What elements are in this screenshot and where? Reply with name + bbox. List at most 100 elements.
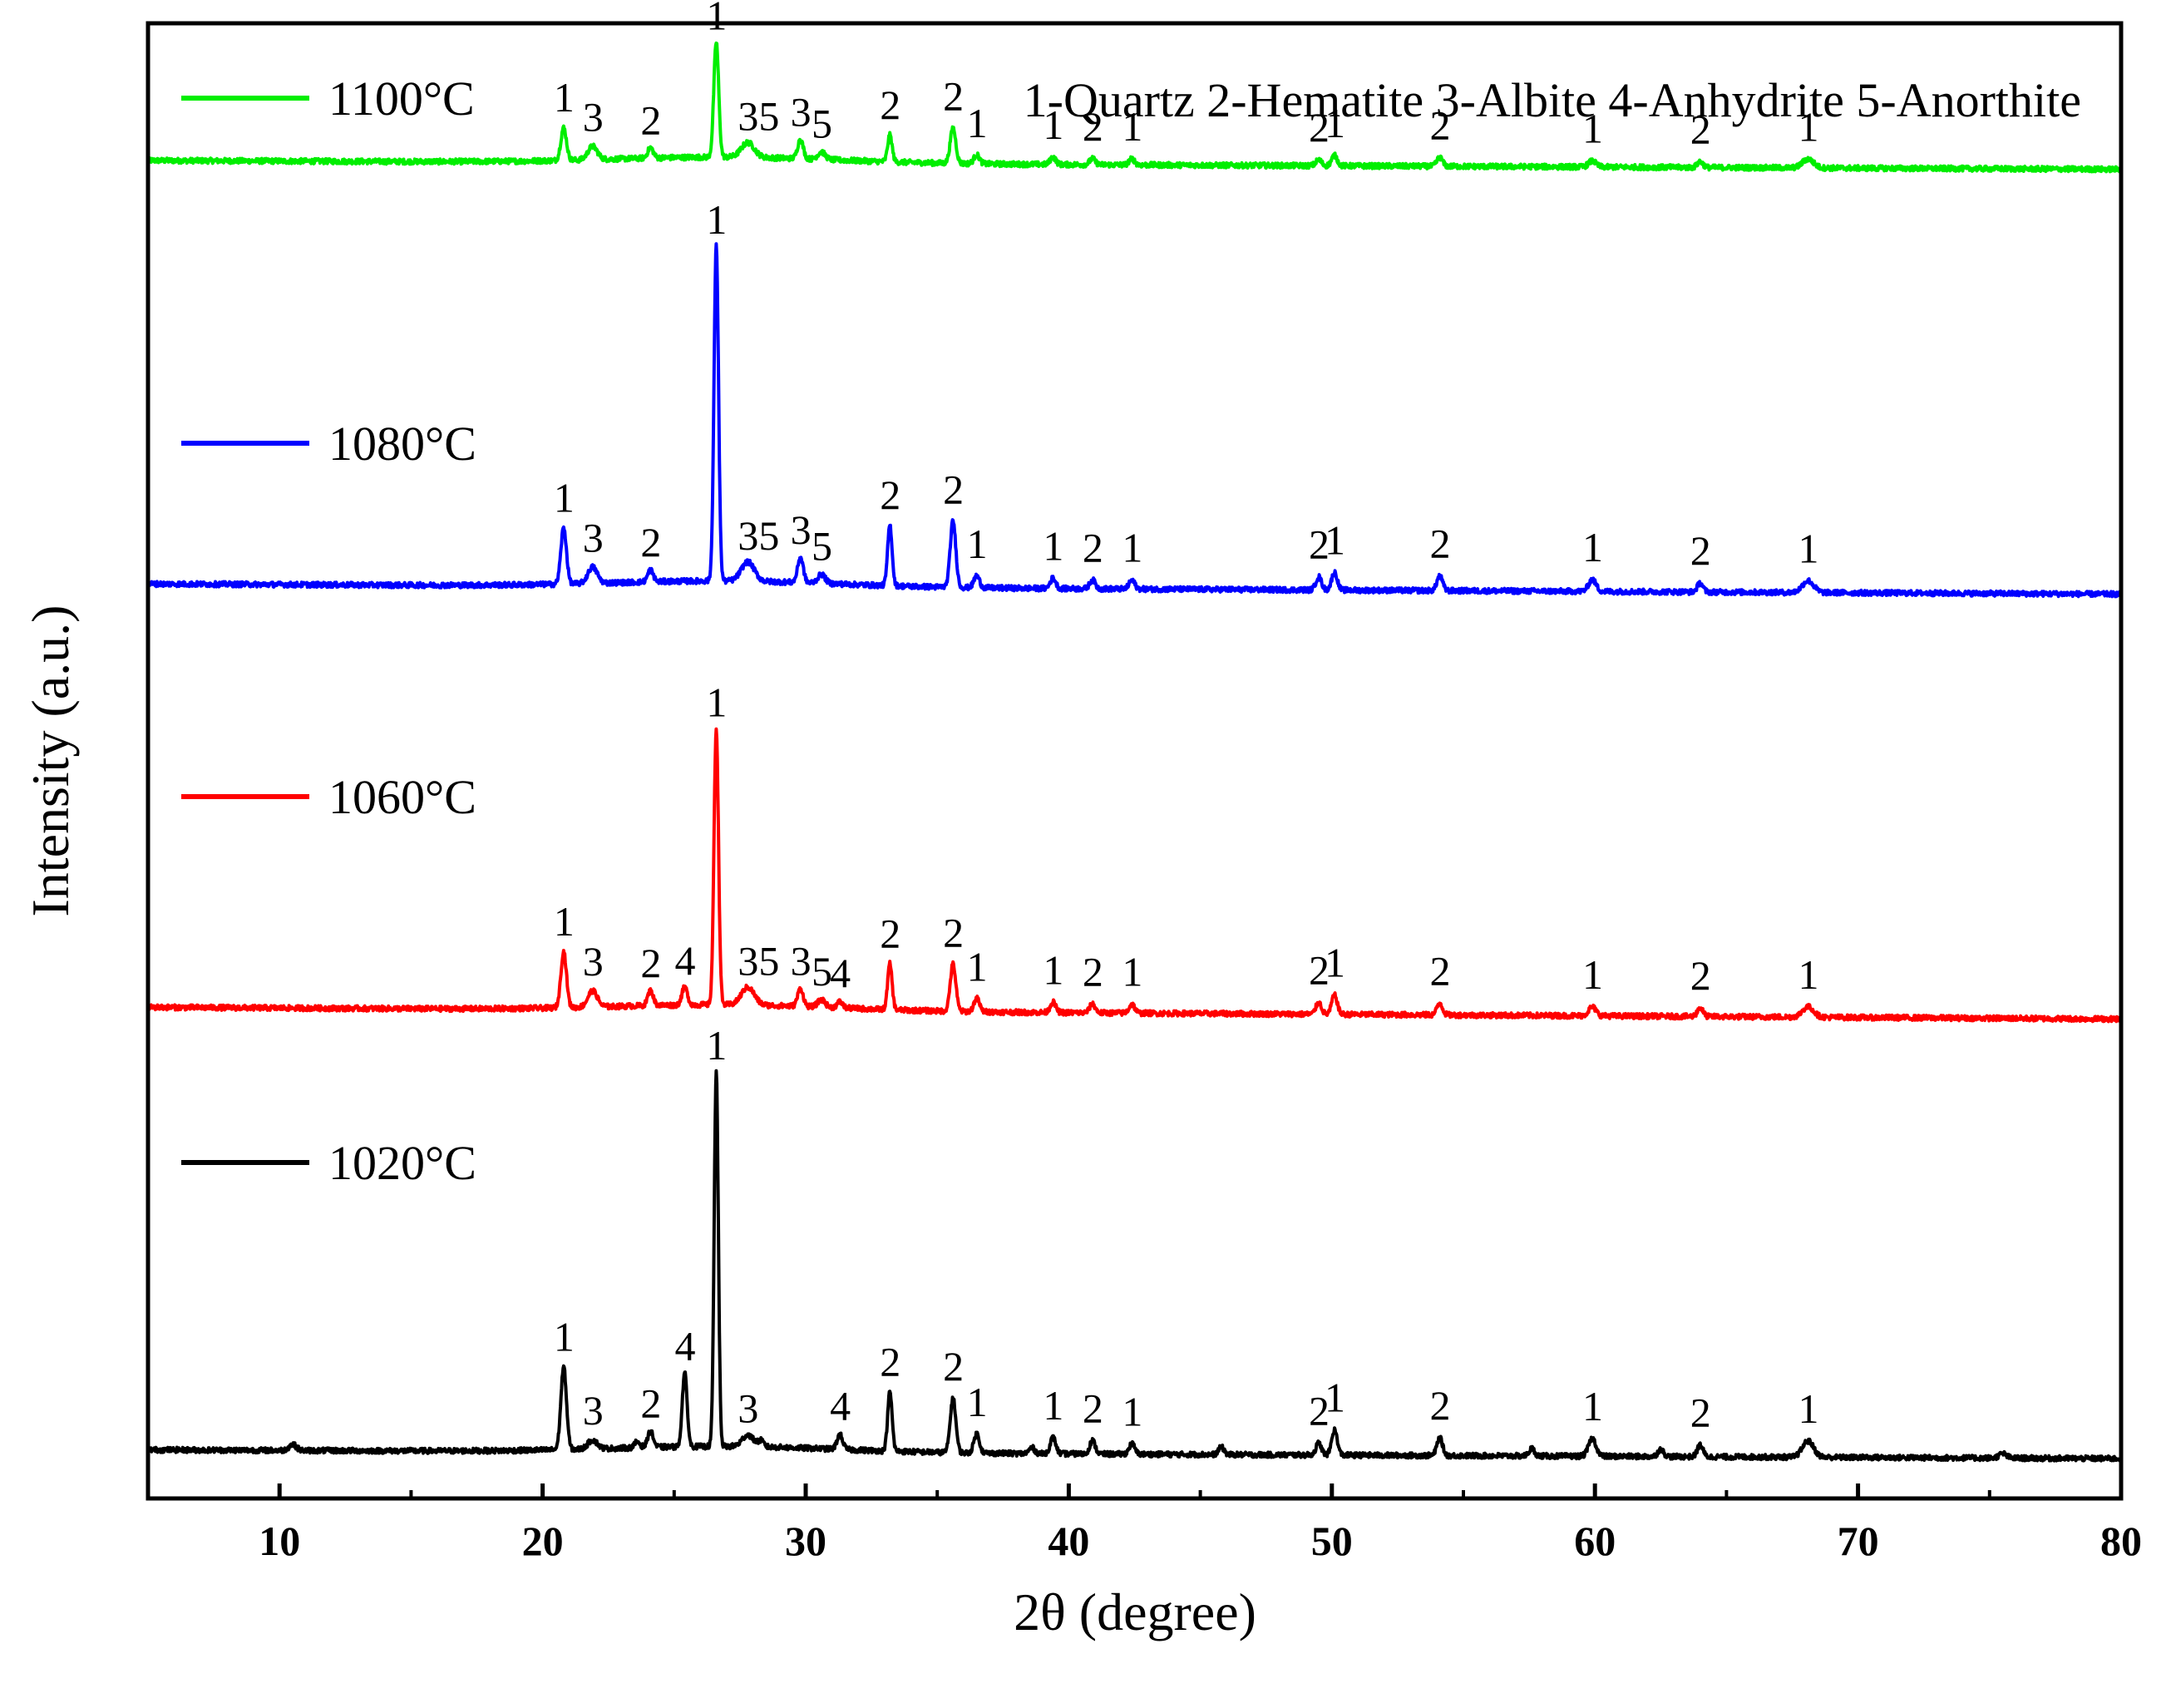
peak-label-1020-12: 1 [967, 1379, 988, 1425]
y-axis-title: Intensity (a.u.) [21, 605, 80, 917]
peak-label-1100-11: 2 [1083, 103, 1103, 150]
peak-label-1020-20: 2 [1430, 1382, 1451, 1429]
peak-label-1020-22: 1 [1582, 1383, 1603, 1429]
peak-label-1100-8: 2 [943, 73, 964, 120]
peak-label-1060-13: 2 [1083, 948, 1103, 995]
peak-label-1080-14: 1 [1325, 516, 1345, 563]
series-line-1080 [146, 242, 2123, 599]
x-tick-label-70: 70 [1838, 1518, 1879, 1564]
peak-label-1080-15: 2 [1430, 521, 1451, 567]
peak-label-1100-0: 1 [554, 74, 575, 121]
legend-label-1060: 1060°C [328, 770, 476, 824]
x-axis: 10 20 30 40 50 60 70 80 [146, 1483, 2142, 1564]
phase-key-note: 1-Quartz 2-Hematite 3-Albite 4-Anhydrite… [1024, 73, 2081, 127]
peak-label-1080-7: 2 [880, 471, 900, 518]
peak-label-1100-17: 2 [1690, 106, 1711, 152]
peak-label-1020-2: 3 [583, 1387, 604, 1434]
peak-label-1060-18: 1 [1582, 951, 1603, 998]
x-tick-label-50: 50 [1311, 1518, 1353, 1564]
legend-label-1020: 1020°C [328, 1136, 476, 1190]
peak-label-1100-3: 1 [706, 0, 727, 39]
peak-label-1080-1: 3 [583, 514, 604, 560]
peak-label-1100-6: 5 [812, 101, 832, 147]
x-tick-label-40: 40 [1048, 1518, 1089, 1564]
series-line-1060 [146, 727, 2123, 1024]
peak-label-1020-6: 1 [706, 1022, 727, 1069]
peak-label-1080-4: 35 [738, 512, 779, 559]
peak-label-1020-15: 2 [1083, 1385, 1103, 1432]
peak-label-1020-19: 1 [1325, 1375, 1345, 1421]
peak-label-1060-12: 1 [1043, 946, 1063, 993]
peak-label-1080-2: 2 [640, 519, 661, 565]
series-line-1020 [146, 1069, 2123, 1463]
peak-label-1060-19: 2 [1690, 952, 1711, 999]
peak-label-1100-16: 1 [1582, 106, 1603, 152]
peak-label-1020-4: 2 [640, 1380, 661, 1427]
x-tick-label-30: 30 [785, 1518, 826, 1564]
peak-label-1020-16: 1 [1122, 1388, 1142, 1434]
peak-label-1020-1: 1 [554, 1313, 575, 1360]
peak-label-1020-9: 4 [830, 1382, 851, 1429]
peak-label-1060-0: 1 [554, 898, 575, 945]
peak-label-1060-4: 1 [706, 679, 727, 726]
peak-label-1080-11: 2 [1083, 524, 1103, 570]
x-tick-label-60: 60 [1574, 1518, 1616, 1564]
peak-label-1060-10: 2 [943, 909, 964, 955]
plot-frame [146, 21, 2124, 1501]
peak-label-1060-6: 3 [791, 938, 812, 985]
peak-label-1080-6: 5 [812, 523, 832, 570]
peak-label-1100-9: 1 [967, 100, 988, 146]
peak-label-1060-11: 1 [967, 943, 988, 990]
peak-label-1060-17: 2 [1430, 947, 1451, 994]
peak-label-1060-7: 5 [812, 948, 832, 995]
legend-label-1100: 1100°C [328, 72, 475, 126]
peak-label-1100-12: 1 [1122, 103, 1142, 150]
peak-label-1080-12: 1 [1122, 525, 1142, 571]
peak-label-1080-0: 1 [554, 474, 575, 521]
peak-label-1060-5: 35 [738, 937, 779, 984]
peak-label-1020-7: 3 [738, 1385, 758, 1432]
legend: 1100°C 1080°C 1060°C 1020°C [181, 72, 476, 1190]
peak-label-1020-14: 1 [1043, 1382, 1063, 1429]
peak-label-1060-16: 1 [1325, 940, 1345, 986]
peak-label-1100-5: 3 [791, 88, 812, 135]
peak-label-1060-1: 3 [583, 938, 604, 985]
peak-label-1020-5: 4 [674, 1323, 695, 1370]
peak-label-1080-16: 1 [1582, 524, 1603, 570]
peak-label-1060-3: 4 [674, 937, 695, 984]
peak-label-1100-15: 2 [1430, 101, 1451, 148]
peak-label-1100-1: 3 [583, 93, 604, 140]
peak-label-1060-20: 1 [1798, 951, 1818, 998]
peak-label-1100-18: 1 [1798, 103, 1818, 150]
peak-label-1080-18: 1 [1798, 525, 1818, 571]
peak-label-1100-10: 1 [1043, 101, 1063, 148]
peak-label-1020-10: 2 [880, 1339, 900, 1385]
legend-label-1080: 1080°C [328, 417, 476, 471]
peak-label-1080-13: 2 [1309, 521, 1330, 568]
series-line-1100 [146, 41, 2123, 174]
peak-label-1060-2: 2 [640, 940, 661, 986]
peak-label-1080-8: 2 [943, 466, 964, 512]
x-axis-title: 2θ (degree) [1014, 1582, 1256, 1641]
x-tick-label-10: 10 [259, 1518, 300, 1564]
peak-label-1080-10: 1 [1043, 522, 1063, 569]
peak-label-1060-14: 1 [1122, 949, 1142, 995]
peak-label-1100-13: 2 [1309, 104, 1330, 151]
peak-label-1100-7: 2 [880, 81, 900, 128]
peak-label-1020-25: 1 [1798, 1385, 1818, 1432]
x-tick-label-80: 80 [2100, 1518, 2142, 1564]
x-tick-label-20: 20 [522, 1518, 564, 1564]
peak-label-1060-9: 2 [880, 911, 900, 957]
peak-label-1060-8: 4 [830, 950, 851, 996]
peak-label-1060-15: 2 [1309, 946, 1330, 993]
peak-label-1080-3: 1 [706, 196, 727, 243]
peak-label-1100-2: 2 [640, 96, 661, 143]
peak-label-1100-14: 1 [1325, 100, 1345, 146]
peak-label-1080-5: 3 [791, 506, 812, 553]
peak-label-1020-24: 2 [1690, 1390, 1711, 1436]
plot-traces [146, 41, 2123, 1463]
peak-label-1020-18: 2 [1309, 1388, 1330, 1434]
